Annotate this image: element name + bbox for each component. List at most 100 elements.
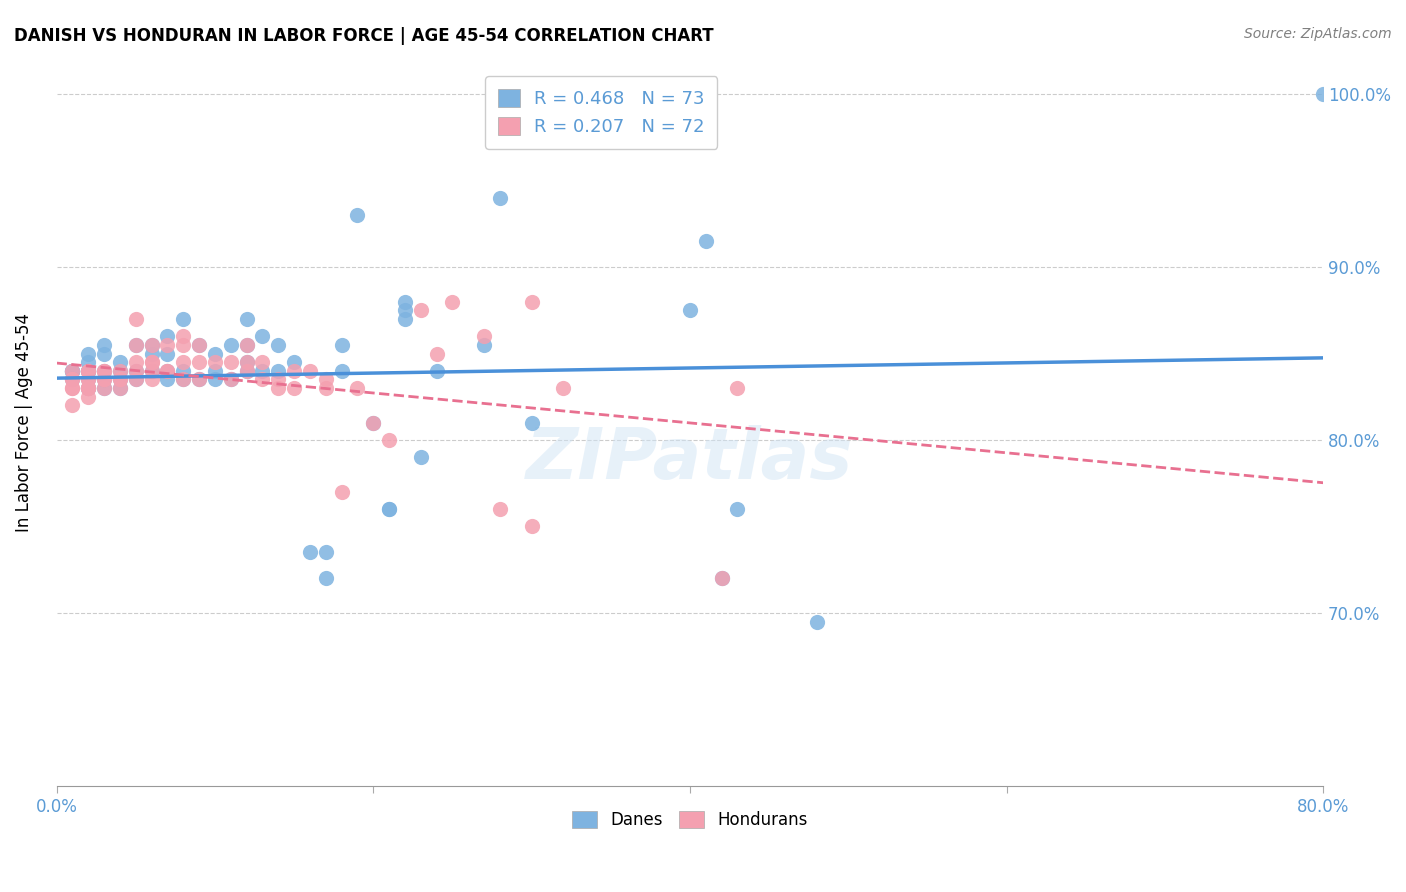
Point: [378, 502, 401, 516]
Point: [710, 571, 733, 585]
Point: [93, 372, 115, 386]
Point: [172, 364, 194, 378]
Point: [394, 294, 416, 309]
Point: [125, 338, 148, 352]
Point: [346, 381, 368, 395]
Point: [77, 390, 100, 404]
Point: [93, 346, 115, 360]
Point: [298, 364, 321, 378]
Point: [219, 372, 242, 386]
Point: [725, 381, 748, 395]
Text: ZIPatlas: ZIPatlas: [526, 425, 853, 493]
Point: [315, 372, 337, 386]
Point: [156, 346, 179, 360]
Point: [267, 338, 290, 352]
Point: [108, 372, 131, 386]
Point: [361, 416, 384, 430]
Point: [93, 364, 115, 378]
Point: [108, 381, 131, 395]
Point: [156, 329, 179, 343]
Point: [141, 338, 163, 352]
Point: [725, 502, 748, 516]
Point: [235, 338, 257, 352]
Point: [235, 338, 257, 352]
Point: [77, 364, 100, 378]
Point: [77, 364, 100, 378]
Point: [125, 312, 148, 326]
Point: [695, 234, 717, 248]
Point: [1312, 87, 1334, 102]
Point: [188, 355, 211, 369]
Point: [62, 381, 84, 395]
Point: [108, 364, 131, 378]
Point: [188, 338, 211, 352]
Point: [172, 372, 194, 386]
Point: [394, 303, 416, 318]
Point: [235, 364, 257, 378]
Point: [93, 372, 115, 386]
Point: [219, 355, 242, 369]
Point: [108, 372, 131, 386]
Point: [77, 381, 100, 395]
Point: [93, 364, 115, 378]
Point: [156, 364, 179, 378]
Point: [77, 355, 100, 369]
Point: [252, 364, 274, 378]
Point: [141, 355, 163, 369]
Point: [93, 338, 115, 352]
Point: [520, 416, 543, 430]
Point: [77, 381, 100, 395]
Point: [125, 364, 148, 378]
Point: [93, 381, 115, 395]
Point: [93, 364, 115, 378]
Point: [125, 372, 148, 386]
Point: [267, 381, 290, 395]
Point: [62, 364, 84, 378]
Point: [62, 364, 84, 378]
Point: [710, 571, 733, 585]
Point: [235, 355, 257, 369]
Point: [330, 484, 353, 499]
Point: [77, 372, 100, 386]
Point: [125, 338, 148, 352]
Point: [141, 372, 163, 386]
Point: [235, 364, 257, 378]
Point: [204, 355, 226, 369]
Point: [489, 191, 512, 205]
Point: [315, 571, 337, 585]
Point: [426, 364, 449, 378]
Point: [77, 372, 100, 386]
Point: [283, 381, 305, 395]
Point: [141, 364, 163, 378]
Point: [252, 355, 274, 369]
Point: [409, 303, 432, 318]
Point: [346, 208, 368, 222]
Point: [62, 398, 84, 412]
Point: [252, 329, 274, 343]
Point: [472, 338, 495, 352]
Point: [156, 372, 179, 386]
Point: [520, 294, 543, 309]
Point: [172, 372, 194, 386]
Point: [252, 372, 274, 386]
Point: [77, 372, 100, 386]
Legend: Danes, Hondurans: Danes, Hondurans: [565, 804, 814, 836]
Point: [156, 338, 179, 352]
Point: [141, 355, 163, 369]
Point: [267, 372, 290, 386]
Point: [77, 364, 100, 378]
Point: [93, 372, 115, 386]
Point: [330, 364, 353, 378]
Point: [520, 519, 543, 533]
Point: [62, 381, 84, 395]
Point: [62, 364, 84, 378]
Point: [219, 372, 242, 386]
Point: [172, 355, 194, 369]
Point: [283, 364, 305, 378]
Point: [472, 329, 495, 343]
Point: [77, 364, 100, 378]
Point: [77, 381, 100, 395]
Point: [679, 303, 702, 318]
Point: [125, 364, 148, 378]
Point: [235, 355, 257, 369]
